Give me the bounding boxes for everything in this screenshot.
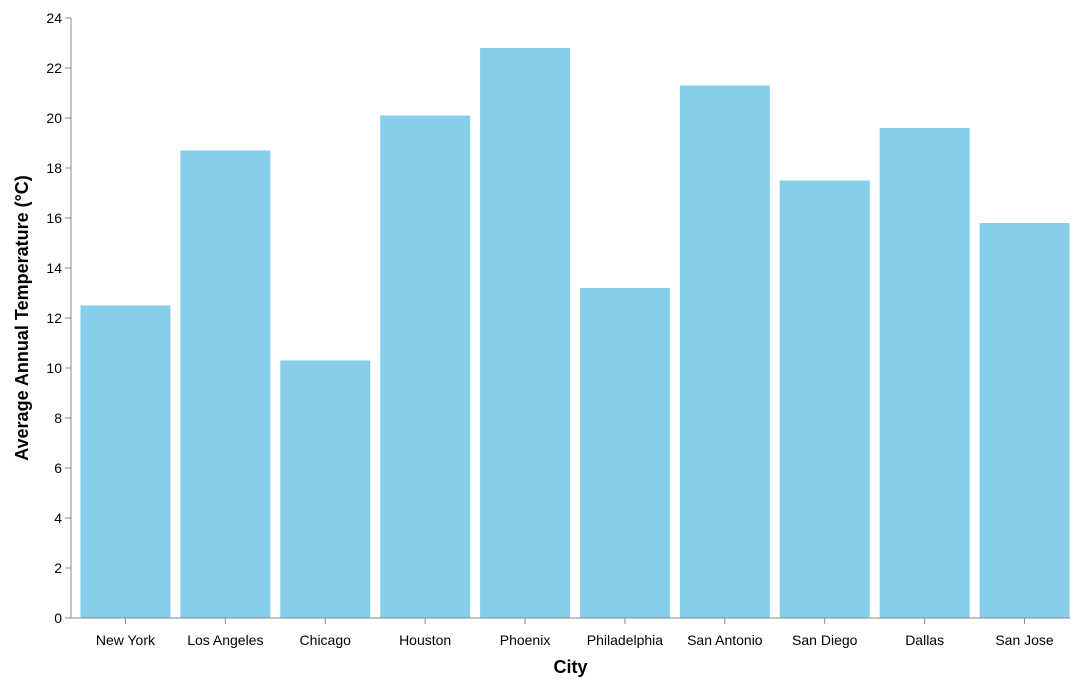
y-tick-label: 2 (54, 560, 62, 576)
bar-san-diego (779, 180, 870, 618)
y-tick-label: 18 (46, 160, 62, 176)
y-tick-label: 8 (54, 410, 62, 426)
y-tick-label: 6 (54, 460, 62, 476)
bar-san-antonio (679, 85, 770, 618)
y-axis-title: Average Annual Temperature (°C) (12, 175, 32, 461)
bar-san-jose (979, 223, 1070, 618)
y-tick-label: 24 (46, 10, 62, 26)
x-axis: New York Los Angeles Chicago Houston Phoenix… (71, 617, 1070, 648)
bar-philadelphia (579, 288, 670, 618)
bar-new-york (80, 305, 171, 618)
x-axis-title: City (553, 657, 587, 677)
x-tick-label: Chicago (300, 632, 352, 648)
x-tick-label: San Diego (792, 632, 858, 648)
y-tick-label: 16 (46, 210, 62, 226)
bar-chicago (280, 360, 371, 618)
y-tick-label: 22 (46, 60, 62, 76)
y-tick-label: 4 (54, 510, 62, 526)
x-tick-label: San Jose (995, 632, 1054, 648)
y-tick-label: 10 (46, 360, 62, 376)
x-tick-label: Houston (399, 632, 451, 648)
x-tick-label: Phoenix (500, 632, 551, 648)
x-tick-label: Philadelphia (587, 632, 663, 648)
bar-los-angeles (180, 150, 271, 618)
x-tick-label: San Antonio (687, 632, 763, 648)
x-tick-label: Dallas (905, 632, 944, 648)
y-tick-label: 14 (46, 260, 62, 276)
y-tick-label: 20 (46, 110, 62, 126)
x-tick-label: Los Angeles (187, 632, 263, 648)
y-tick-label: 0 (54, 610, 62, 626)
bar-houston (380, 115, 471, 618)
bar-phoenix (480, 48, 571, 618)
bar-dallas (879, 128, 970, 618)
x-tick-label: New York (96, 632, 156, 648)
bars-layer (80, 48, 1070, 618)
y-tick-label: 12 (46, 310, 62, 326)
